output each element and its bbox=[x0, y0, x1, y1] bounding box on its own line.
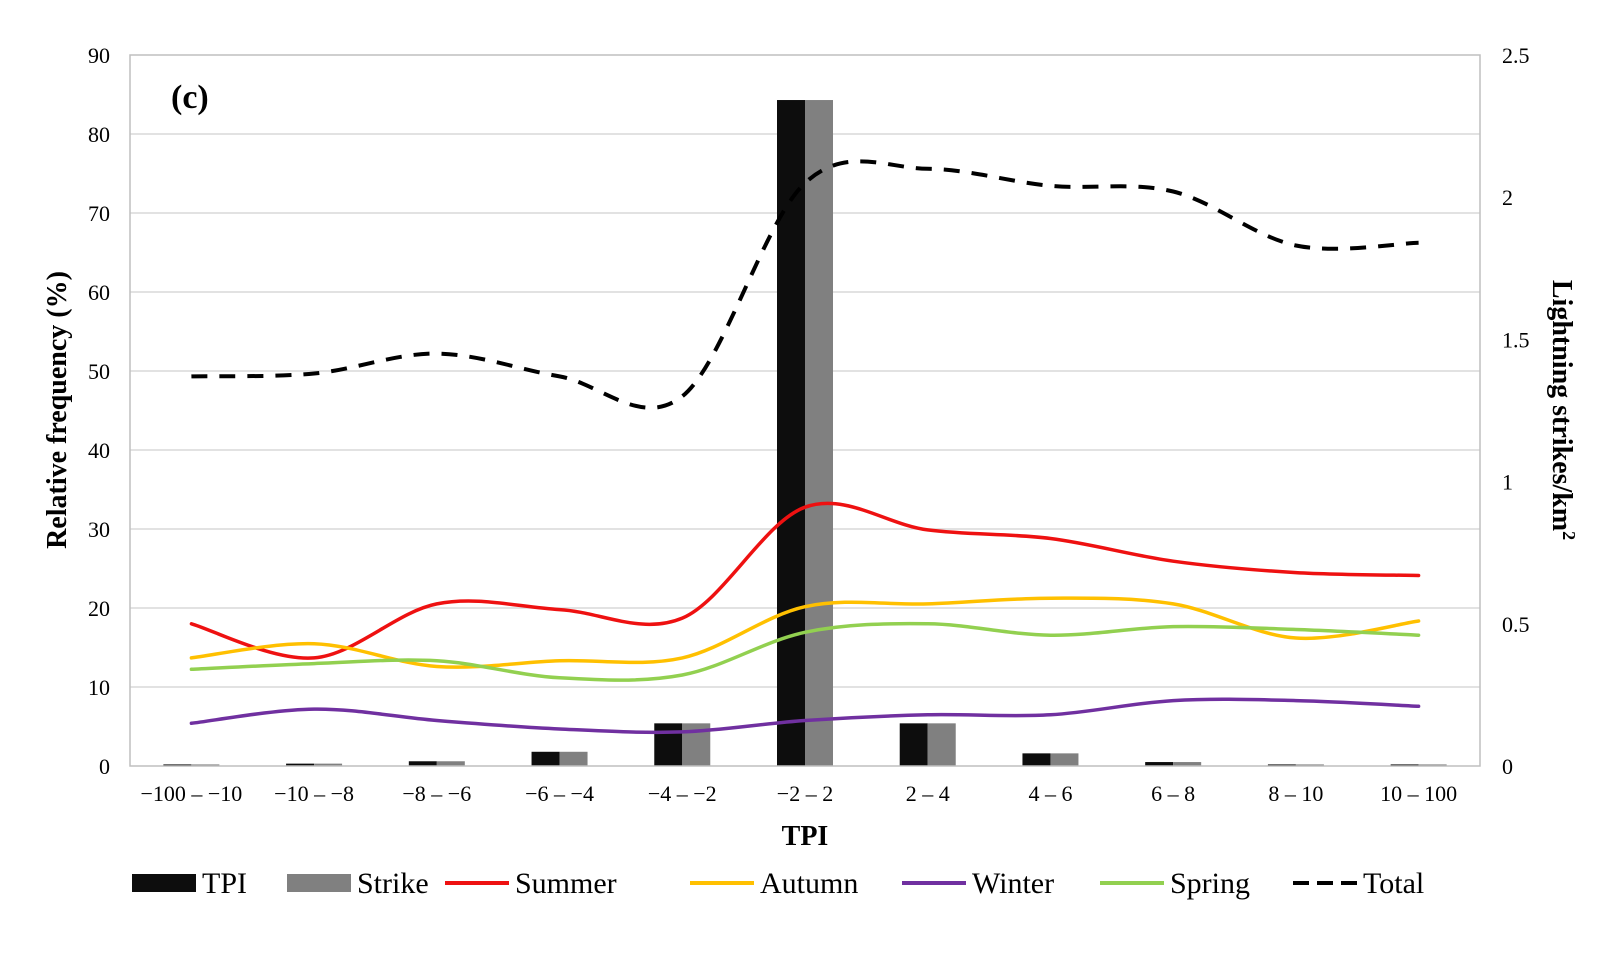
x-tick-label: −10 – −8 bbox=[274, 781, 354, 806]
y-axis-ticks: 0 10 20 30 40 50 60 70 80 90 bbox=[88, 43, 110, 779]
y-tick-label: 20 bbox=[88, 596, 110, 621]
bar-strike bbox=[1418, 764, 1447, 766]
line-winter bbox=[189, 697, 1421, 735]
x-tick-label: 4 – 6 bbox=[1028, 781, 1072, 806]
y-tick-label: 90 bbox=[88, 43, 110, 68]
y2-axis-ticks: 0 0.5 1 1.5 2 2.5 bbox=[1502, 43, 1530, 779]
x-tick-label: −100 – −10 bbox=[140, 781, 242, 806]
legend-swatch-tpi bbox=[132, 874, 196, 892]
bar-tpi bbox=[531, 751, 560, 766]
bar-strike bbox=[1295, 764, 1324, 766]
legend-label-tpi: TPI bbox=[202, 867, 247, 900]
bar-tpi bbox=[1267, 764, 1296, 766]
y2-tick-label: 0.5 bbox=[1502, 612, 1530, 637]
line-spring bbox=[189, 621, 1421, 682]
bar-strike bbox=[805, 100, 833, 766]
legend-label-summer: Summer bbox=[515, 867, 617, 900]
bar-strike bbox=[1050, 753, 1079, 766]
bar-strike bbox=[436, 761, 465, 766]
bar-strike bbox=[1173, 762, 1202, 766]
legend-label-autumn: Autumn bbox=[760, 867, 858, 900]
legend-label-strike: Strike bbox=[357, 867, 429, 900]
legend-label-winter: Winter bbox=[972, 867, 1054, 900]
x-tick-label: −6 – −4 bbox=[525, 781, 594, 806]
x-tick-label: −8 – −6 bbox=[402, 781, 471, 806]
y-tick-label: 30 bbox=[88, 517, 110, 542]
y2-tick-label: 2.5 bbox=[1502, 43, 1530, 68]
y2-tick-label: 0 bbox=[1502, 754, 1513, 779]
x-tick-label: 2 – 4 bbox=[906, 781, 950, 806]
panel-label: (c) bbox=[171, 79, 209, 116]
x-tick-label: −4 – −2 bbox=[648, 781, 717, 806]
bar-strike bbox=[314, 763, 343, 766]
y-tick-label: 40 bbox=[88, 438, 110, 463]
bar-tpi bbox=[1390, 764, 1419, 766]
legend-swatch-strike bbox=[287, 874, 351, 892]
y2-tick-label: 1.5 bbox=[1502, 327, 1530, 352]
bar-tpi bbox=[163, 764, 192, 766]
y-tick-label: 10 bbox=[88, 675, 110, 700]
y-tick-label: 70 bbox=[88, 201, 110, 226]
line-summer bbox=[189, 501, 1421, 660]
x-tick-label: 10 – 100 bbox=[1380, 781, 1457, 806]
legend-label-total: Total bbox=[1363, 867, 1424, 900]
series-lines bbox=[189, 159, 1421, 735]
y-tick-label: 60 bbox=[88, 280, 110, 305]
y-tick-label: 80 bbox=[88, 122, 110, 147]
y2-axis-title: Lightning strikes/km2 bbox=[1546, 280, 1579, 540]
y2-tick-label: 2 bbox=[1502, 185, 1513, 210]
bar-strike bbox=[927, 723, 956, 766]
bars bbox=[163, 100, 1447, 766]
y-axis-title: Relative frequency (%) bbox=[42, 271, 73, 549]
x-axis-ticks: −100 – −10 −10 – −8 −8 – −6 −6 – −4 −4 – −2 −… bbox=[140, 781, 1457, 806]
y-tick-label: 0 bbox=[99, 754, 110, 779]
bar-tpi bbox=[1022, 753, 1051, 766]
x-tick-label: −2 – 2 bbox=[777, 781, 833, 806]
bar-strike bbox=[559, 751, 588, 766]
line-total bbox=[191, 159, 1419, 410]
y2-axis-title-main: Lightning strikes/km bbox=[1546, 280, 1577, 531]
bar-strike bbox=[191, 764, 220, 766]
legend-label-spring: Spring bbox=[1170, 867, 1250, 900]
plot-frame bbox=[129, 54, 1481, 767]
bar-tpi bbox=[899, 723, 928, 766]
bar-tpi bbox=[408, 761, 437, 766]
x-tick-label: 8 – 10 bbox=[1268, 781, 1323, 806]
legend: TPI Strike Summer Autumn Winter Spring Total bbox=[132, 867, 1424, 900]
y2-tick-label: 1 bbox=[1502, 470, 1513, 495]
x-tick-label: 6 – 8 bbox=[1151, 781, 1195, 806]
bar-tpi bbox=[286, 763, 315, 766]
bar-tpi bbox=[654, 723, 683, 766]
y2-axis-title-superscript: 2 bbox=[1559, 531, 1579, 540]
bar-tpi bbox=[1145, 762, 1174, 766]
y-tick-label: 50 bbox=[88, 359, 110, 384]
x-axis-title: TPI bbox=[782, 821, 829, 852]
